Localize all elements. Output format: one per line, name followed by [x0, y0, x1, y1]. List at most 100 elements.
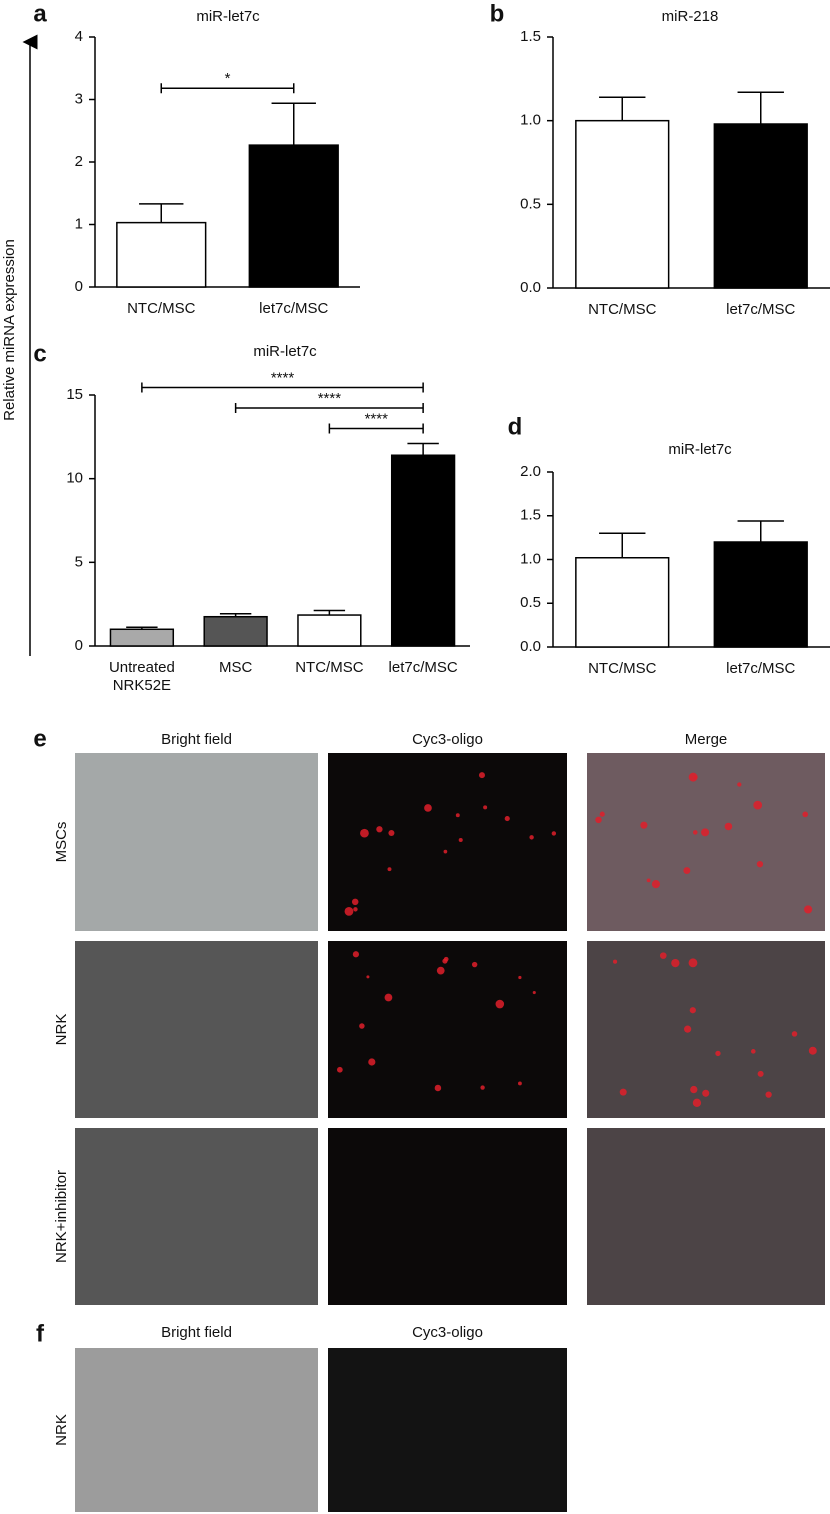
y-tick-label: 0.5	[520, 594, 541, 611]
fluorescence-spot	[388, 830, 395, 837]
fluorescence-spot	[804, 905, 813, 914]
y-tick-label: 2	[75, 153, 83, 170]
fluorescence-spot	[483, 805, 488, 810]
x-tick-label: NTC/MSC	[127, 300, 195, 317]
y-tick-label: 1	[75, 215, 83, 232]
fluorescence-spot	[692, 830, 698, 835]
y-tick-label: 4	[75, 28, 83, 45]
x-tick-label: let7c/MSC	[726, 660, 795, 677]
row-label: MSCs	[53, 822, 70, 863]
y-axis-label: Relative miRNA expression	[1, 239, 18, 421]
y-tick-label: 15	[66, 386, 83, 403]
x-tick-label: let7c/MSC	[389, 659, 458, 676]
y-tick-label: 5	[75, 553, 83, 570]
y-tick-label: 0.0	[520, 638, 541, 655]
bar	[109, 628, 175, 647]
fluorescence-spot	[802, 811, 809, 818]
fluorescence-spot	[689, 1007, 696, 1014]
error-bar	[126, 626, 158, 630]
fluorescence-spot	[688, 772, 698, 782]
fluorescence-spot	[351, 898, 359, 906]
x-tick-label: Untreated	[109, 659, 175, 676]
y-tick-label: 10	[66, 470, 83, 487]
significance-label: *	[225, 70, 231, 87]
fluorescence-spot	[808, 1046, 817, 1055]
fluorescence-spot	[756, 861, 764, 868]
bar	[713, 123, 808, 289]
column-header: Bright field	[161, 731, 232, 748]
fluorescence-spot	[443, 849, 448, 854]
panel-label: b	[490, 0, 505, 27]
y-tick-label: 1.0	[520, 112, 541, 129]
x-tick-label: NTC/MSC	[588, 660, 656, 677]
error-bar	[737, 91, 784, 125]
panel-label: d	[508, 413, 523, 440]
micrograph	[587, 753, 825, 931]
fluorescence-spot	[595, 816, 602, 824]
y-tick-label: 1.5	[520, 507, 541, 524]
fluorescence-spot	[684, 1025, 692, 1033]
fluorescence-spot	[360, 828, 369, 838]
micrograph	[75, 1348, 318, 1512]
fluorescence-spot	[458, 837, 463, 843]
micrograph	[328, 753, 567, 931]
error-bar	[407, 442, 439, 456]
x-tick-label: NTC/MSC	[295, 659, 363, 676]
significance-label: ****	[271, 369, 295, 386]
fluorescence-spot	[376, 826, 383, 833]
x-tick-label: NTC/MSC	[588, 301, 656, 318]
fluorescence-spot	[757, 1070, 764, 1077]
bar	[203, 615, 268, 647]
fluorescence-spot	[692, 1098, 702, 1107]
significance-bracket	[234, 403, 424, 414]
column-header: Bright field	[161, 1324, 232, 1341]
fluorescence-spot	[384, 993, 393, 1002]
fluorescence-spot	[504, 816, 510, 822]
fluorescence-spot	[478, 772, 485, 779]
y-tick-label: 1.0	[520, 550, 541, 567]
y-tick-label: 0.0	[520, 279, 541, 296]
fluorescence-spot	[442, 958, 448, 964]
bar	[390, 454, 456, 647]
fluorescence-spot	[651, 880, 661, 889]
fluorescence-spot	[517, 1081, 522, 1086]
significance-label: ****	[365, 410, 389, 427]
fluorescence-spot	[344, 906, 354, 916]
micrograph	[587, 941, 825, 1118]
significance-label: ****	[318, 390, 342, 407]
fluorescence-spot	[613, 959, 618, 964]
error-bar	[219, 612, 252, 617]
fluorescence-spot	[424, 804, 432, 812]
fluorescence-spot	[765, 1091, 772, 1098]
panel-label: a	[33, 0, 47, 27]
fluorescence-spot	[619, 1088, 627, 1096]
bar	[297, 614, 362, 647]
chart-title: miR-let7c	[253, 343, 317, 360]
fluorescence-spot	[640, 821, 648, 829]
x-tick-label: MSC	[219, 659, 253, 676]
micrograph	[328, 1348, 567, 1512]
micrograph	[75, 753, 318, 931]
fluorescence-spot	[336, 1066, 343, 1073]
fluorescence-spot	[471, 961, 478, 968]
row-label: NRK	[53, 1414, 70, 1446]
x-tick-label: let7c/MSC	[726, 301, 795, 318]
error-bar	[599, 96, 646, 121]
bar	[713, 541, 808, 648]
error-bar	[313, 609, 346, 616]
fluorescence-spot	[359, 1023, 365, 1029]
micrograph	[328, 1128, 567, 1305]
fluorescence-spot	[599, 811, 605, 817]
fluorescence-spot	[750, 1049, 756, 1054]
column-header: Cyc3-oligo	[412, 731, 483, 748]
fluorescence-spot	[353, 907, 358, 912]
y-tick-label: 2.0	[520, 463, 541, 480]
fluorescence-spot	[436, 966, 445, 975]
fluorescence-spot	[702, 1089, 710, 1097]
x-tick-label: NRK52E	[113, 677, 171, 694]
fluorescence-spot	[690, 1085, 698, 1094]
fluorescence-spot	[532, 990, 536, 995]
column-header: Cyc3-oligo	[412, 1324, 483, 1341]
